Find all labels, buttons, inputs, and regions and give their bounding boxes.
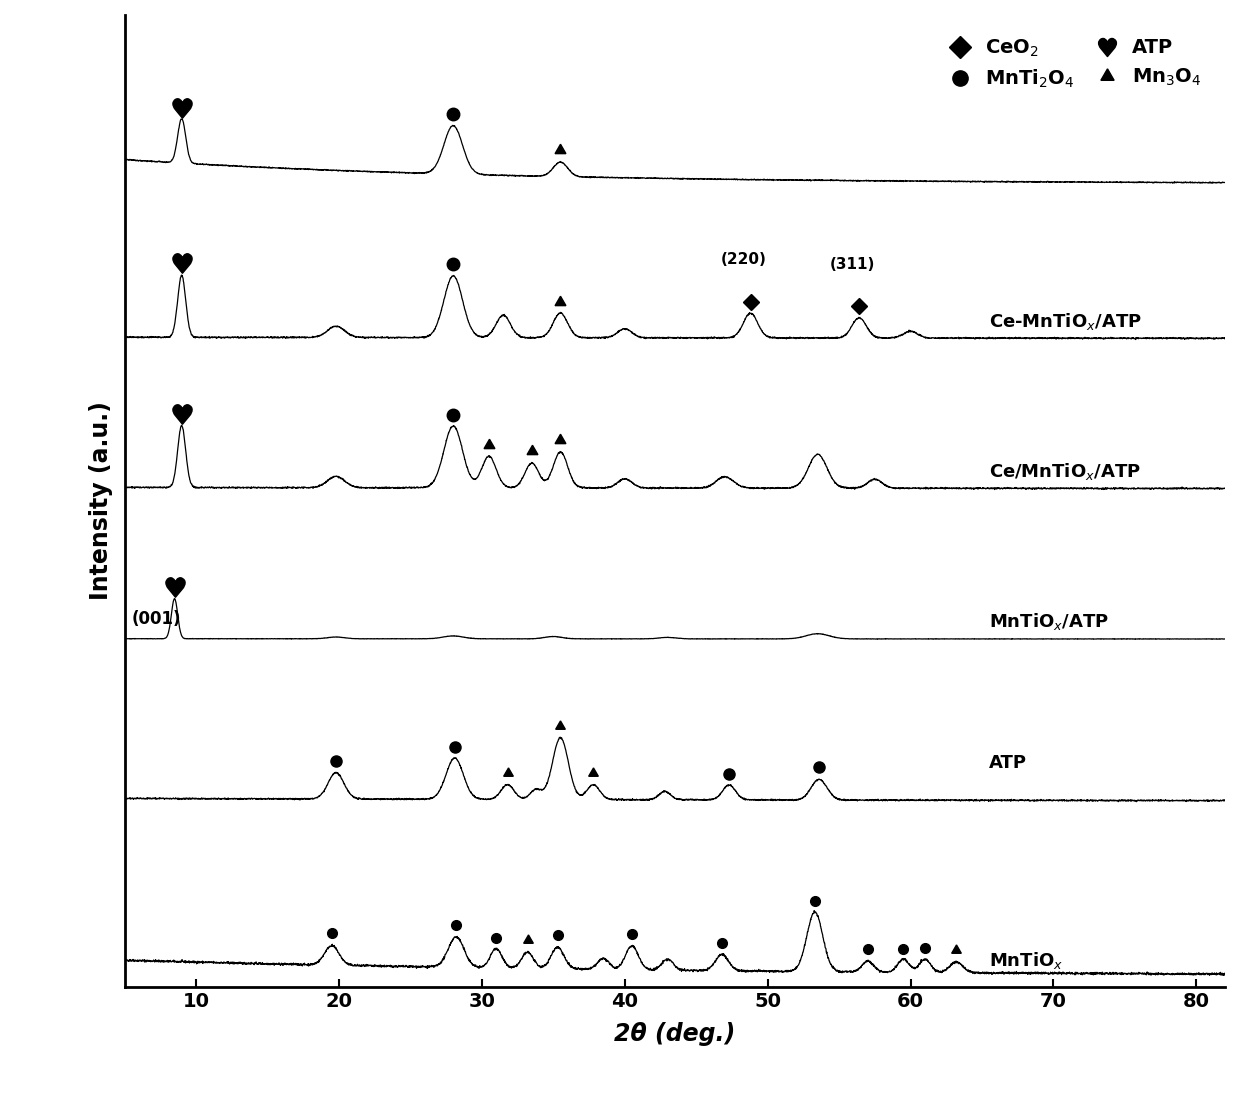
Text: Ce-MnTiO$_x$/ATP: Ce-MnTiO$_x$/ATP (990, 311, 1142, 332)
Text: (001): (001) (131, 610, 181, 629)
X-axis label: 2θ (deg.): 2θ (deg.) (614, 1022, 735, 1045)
Text: MnTiO$_x$/ATP: MnTiO$_x$/ATP (990, 611, 1109, 632)
Text: MnTiO$_x$: MnTiO$_x$ (990, 949, 1064, 970)
Text: ATP: ATP (990, 754, 1027, 772)
Text: Ce/MnTiO$_x$/ATP: Ce/MnTiO$_x$/ATP (990, 461, 1141, 482)
Y-axis label: Intensity (a.u.): Intensity (a.u.) (89, 401, 113, 600)
Legend: CeO$_2$, MnTi$_2$O$_4$, ATP, Mn$_3$O$_4$: CeO$_2$, MnTi$_2$O$_4$, ATP, Mn$_3$O$_4$ (937, 34, 1205, 94)
Text: (220): (220) (720, 252, 766, 267)
Text: (311): (311) (830, 256, 874, 272)
